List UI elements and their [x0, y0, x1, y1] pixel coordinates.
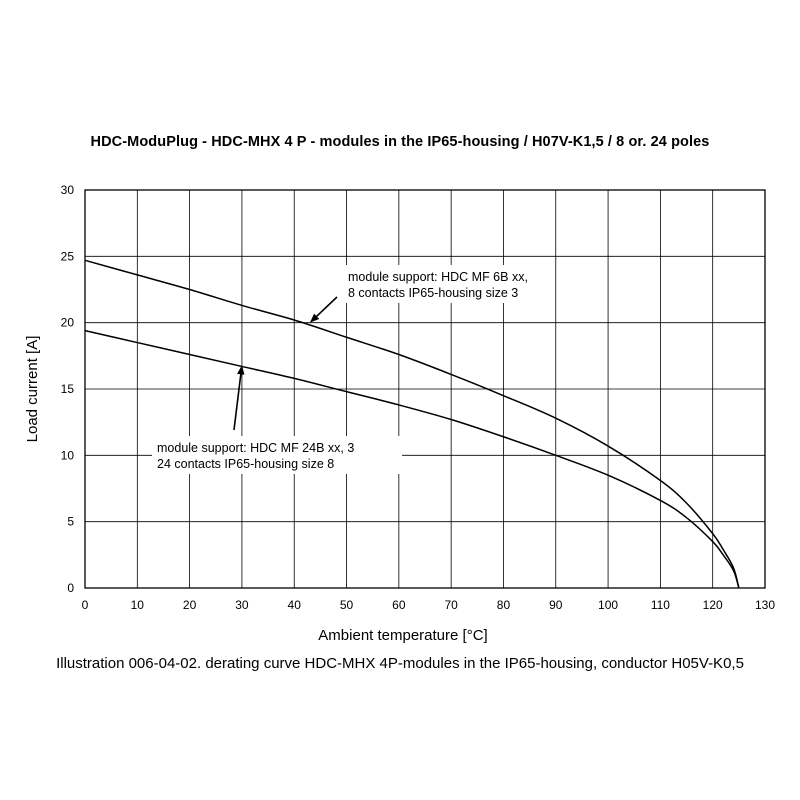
annotation-text-line: 8 contacts IP65-housing size 3: [348, 286, 518, 300]
y-tick-label: 5: [67, 515, 74, 529]
x-tick-label: 90: [549, 598, 563, 612]
series-line-2: [84, 329, 740, 589]
annotation-arrow-line: [312, 296, 338, 321]
series-lines: [84, 259, 740, 589]
x-tick-label: 60: [392, 598, 406, 612]
annotation-arrowhead: [309, 313, 320, 323]
x-tick-label: 130: [755, 598, 775, 612]
y-tick-label: 15: [61, 382, 75, 396]
annotations: module support: HDC MF 6B xx, 8 contacts …: [152, 265, 555, 474]
x-tick-label: 70: [444, 598, 458, 612]
x-tick-label: 100: [598, 598, 618, 612]
annotation-2: module support: HDC MF 24B xx, 3 24 conta…: [152, 365, 402, 474]
annotation-arrowhead: [237, 365, 245, 375]
annotation-background: [152, 436, 402, 474]
x-tick-label: 110: [651, 598, 670, 612]
y-tick-label: 25: [61, 249, 75, 263]
x-tick-label: 80: [497, 598, 511, 612]
x-tick-label: 120: [703, 598, 723, 612]
annotation-text-line: module support: HDC MF 6B xx,: [348, 270, 528, 284]
chart-title: HDC-ModuPlug - HDC-MHX 4 P - modules in …: [90, 134, 710, 150]
y-tick-labels: 0 5 10 15 20 25 30: [61, 183, 75, 595]
x-tick-label: 0: [82, 598, 89, 612]
annotation-text-line: module support: HDC MF 24B xx, 3: [157, 441, 354, 455]
x-tick-label: 30: [235, 598, 249, 612]
series-line-1: [84, 259, 740, 589]
annotation-background: [343, 265, 555, 303]
y-tick-label: 20: [61, 316, 75, 330]
plot-frame: [84, 189, 766, 589]
grid: [84, 189, 766, 589]
annotation-text-line: 24 contacts IP65-housing size 8: [157, 457, 334, 471]
y-tick-label: 10: [61, 448, 75, 462]
y-tick-label: 30: [61, 183, 75, 197]
x-tick-label: 50: [340, 598, 354, 612]
x-tick-label: 20: [183, 598, 197, 612]
x-tick-label: 10: [131, 598, 145, 612]
figure-caption: Illustration 006-04-02. derating curve H…: [56, 655, 744, 672]
x-tick-label: 40: [288, 598, 302, 612]
annotation-arrow-line: [233, 368, 243, 431]
x-axis-label: Ambient temperature [°C]: [318, 627, 487, 644]
y-axis-label: Load current [A]: [24, 336, 41, 443]
x-tick-labels: 0 10 20 30 40 50 60 70 80 90 100 110 120 130: [82, 598, 776, 612]
y-tick-label: 0: [67, 581, 74, 595]
annotation-1: module support: HDC MF 6B xx, 8 contacts …: [309, 265, 555, 323]
